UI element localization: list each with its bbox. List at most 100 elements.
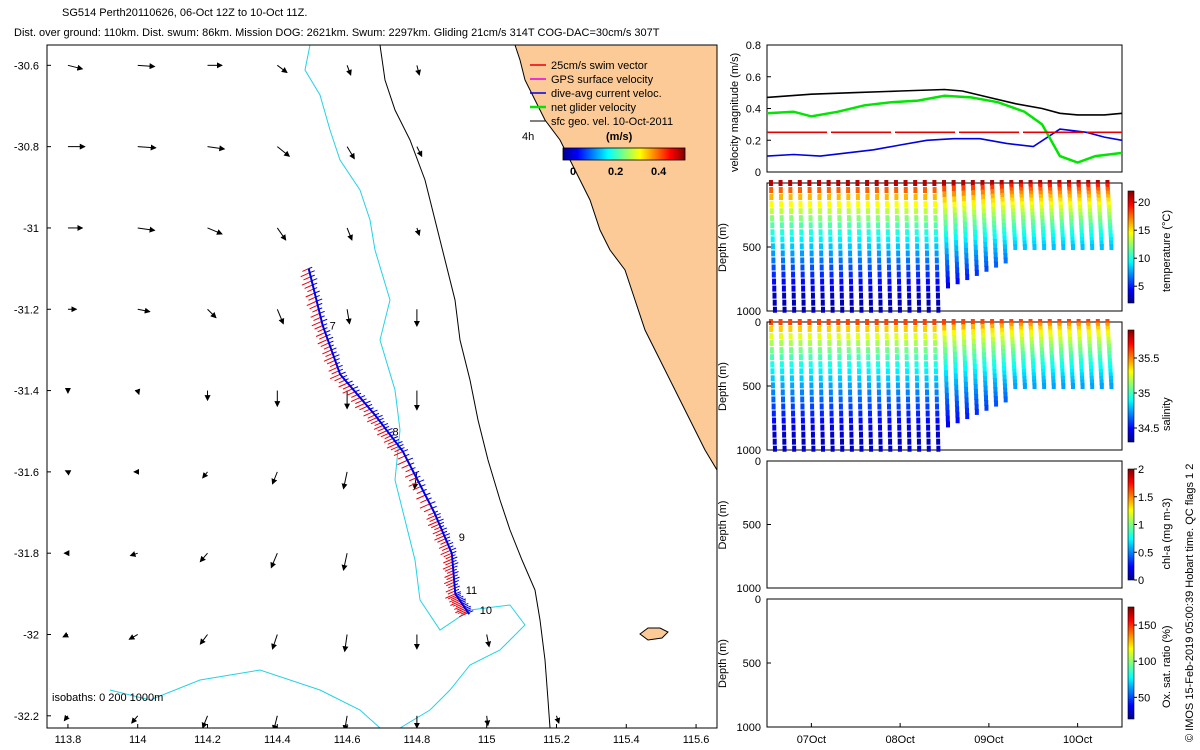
section-sample <box>818 236 823 243</box>
section-sample <box>1086 180 1091 186</box>
section-sample <box>800 417 805 424</box>
section-sample <box>1039 347 1044 354</box>
geo-velocity-arrow <box>485 634 492 648</box>
section-sample <box>778 319 783 325</box>
section-sample <box>1021 365 1026 372</box>
section-sample <box>1087 208 1092 215</box>
section-sample <box>809 396 814 403</box>
section-sample <box>981 208 986 215</box>
section-sample <box>894 208 899 215</box>
section-sample <box>781 403 786 410</box>
section-sample <box>1057 319 1062 325</box>
section-sample <box>1051 233 1056 240</box>
section-sample <box>876 361 881 368</box>
geo-velocity-arrow <box>484 715 491 727</box>
section-sample <box>925 264 930 271</box>
section-sample <box>770 236 775 243</box>
section-sample <box>973 239 978 246</box>
section-sample <box>848 417 853 424</box>
section-sample <box>1003 248 1008 255</box>
section-sample <box>982 218 987 225</box>
section-sample <box>1106 201 1111 208</box>
section-sample <box>1019 190 1024 197</box>
swim-vector <box>317 328 325 333</box>
map-y-tick-label: -31.2 <box>14 304 39 316</box>
section-sample <box>1070 379 1075 386</box>
section-sample <box>1002 379 1007 386</box>
section-sample <box>942 202 947 209</box>
section-sample <box>924 389 929 396</box>
track-day-label: 8 <box>392 426 398 438</box>
section-sample <box>846 208 851 215</box>
section-sample <box>1029 336 1034 343</box>
section-sample <box>1000 188 1005 195</box>
section-sample <box>1059 215 1064 222</box>
section-sample <box>1107 219 1112 226</box>
section-sample <box>1041 236 1046 243</box>
section-sample <box>829 417 834 424</box>
dac-vector <box>429 501 436 505</box>
swim-vector <box>305 292 315 298</box>
section-sample <box>829 424 834 431</box>
section-sample <box>964 397 969 404</box>
section-sample <box>895 229 900 236</box>
section-sample <box>926 292 931 299</box>
section-sample <box>925 271 930 278</box>
section-sample <box>1079 226 1084 233</box>
section-sample <box>1068 204 1073 211</box>
section-sample <box>1028 180 1033 186</box>
section-sample <box>896 403 901 410</box>
section-sample <box>943 219 948 226</box>
section-sample <box>942 197 947 204</box>
section-sample <box>868 299 873 306</box>
section-sample <box>971 189 976 196</box>
section-sample <box>1041 226 1046 233</box>
section-sample <box>1098 368 1103 375</box>
section-sample <box>1049 201 1054 208</box>
section-sample <box>992 377 997 384</box>
section-sample <box>1079 219 1084 226</box>
section-sample <box>1070 229 1075 236</box>
map-y-ticks: -30.6-30.8-31-31.2-31.4-31.6-31.8-32-32.… <box>14 60 51 723</box>
swim-vector <box>443 578 455 585</box>
section-sample <box>993 387 998 393</box>
section-sample <box>906 271 911 278</box>
geo-velocity-arrow <box>346 146 355 160</box>
section-sample <box>1107 354 1112 361</box>
section-sample <box>904 347 909 354</box>
colorbar-tick-label: 50 <box>1138 692 1150 704</box>
section-sample <box>1059 358 1064 365</box>
section-y-tick-label: 1000 <box>737 445 761 457</box>
section-sample <box>1108 361 1113 368</box>
section-sample <box>1049 208 1054 215</box>
section-sample <box>1040 351 1045 357</box>
section-sample <box>886 250 891 257</box>
section-sample <box>980 328 985 335</box>
section-sample <box>771 271 776 278</box>
section-sample <box>781 417 786 424</box>
swim-vector <box>459 612 469 618</box>
section-sample <box>876 222 881 229</box>
section-sample <box>1066 180 1071 186</box>
section-sample <box>1002 235 1007 242</box>
swim-vector <box>323 345 331 350</box>
section-ylabel: Depth (m) <box>717 639 729 688</box>
section-sample <box>943 225 948 232</box>
section-sample <box>1069 365 1074 372</box>
section-sample <box>827 215 832 222</box>
section-sample <box>972 363 977 370</box>
section-sample <box>1107 212 1112 218</box>
section-sample <box>855 180 860 186</box>
section-sample <box>809 236 814 243</box>
section-sample <box>935 410 940 417</box>
section-sample <box>924 243 929 250</box>
section-sample <box>1098 219 1103 226</box>
section-sample <box>791 438 796 445</box>
section-sample <box>999 184 1004 191</box>
section-sample <box>982 371 987 378</box>
section-sample <box>897 417 902 424</box>
section-sample <box>961 324 966 331</box>
swim-vector <box>383 438 394 443</box>
section-sample <box>1107 215 1112 222</box>
map-x-ticks: 113.8 114 114.2 114.4 114.6 114.8 115 115.2 115.… <box>55 724 709 746</box>
